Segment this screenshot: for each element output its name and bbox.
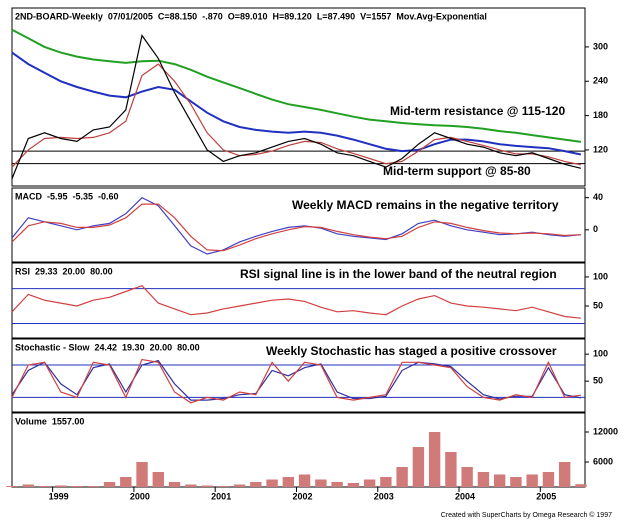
bar	[526, 474, 538, 487]
legend-entry: 07/01/2005	[108, 11, 153, 21]
y-tick-label: 50	[593, 376, 603, 386]
legend-entry: L=87.490	[317, 11, 355, 21]
y-tick-label: 240	[593, 76, 608, 86]
panel-frame	[11, 7, 586, 187]
legend-entry: 80.00	[90, 266, 113, 276]
bar	[120, 477, 132, 487]
bar	[298, 474, 311, 487]
bar	[282, 477, 295, 487]
legend-entry: Mov.Avg-Exponential	[396, 11, 487, 21]
bar	[201, 485, 213, 487]
bar	[380, 477, 392, 487]
legend-entry: 19.30	[122, 342, 145, 352]
bar	[217, 486, 230, 487]
bar	[315, 479, 327, 487]
bar	[331, 482, 343, 487]
legend-entry: Volume	[15, 416, 47, 426]
x-tick-label: 2002	[292, 491, 312, 501]
bar	[477, 472, 490, 487]
series-line	[11, 34, 582, 179]
annotation: Mid-term resistance @ 115-120	[390, 104, 565, 118]
y-tick-label: 180	[593, 110, 608, 120]
y-tick-label: 12000	[593, 426, 618, 436]
annotation: Mid-term support @ 85-80	[383, 164, 531, 178]
bar	[87, 486, 99, 487]
series-line	[11, 203, 581, 252]
legend-entry: V=1557	[360, 11, 391, 21]
y-tick-label: 6000	[593, 456, 613, 466]
y-tick-label: 100	[593, 349, 608, 359]
annotation: RSI signal line is in the lower band of …	[240, 267, 557, 281]
y-tick-label: 120	[593, 144, 608, 154]
bar	[347, 483, 360, 487]
bar	[136, 462, 148, 487]
footer: Created with SuperCharts by Omega Resear…	[441, 511, 612, 519]
bar	[445, 452, 457, 487]
series-line	[11, 358, 581, 404]
legend-entry: -.870	[202, 11, 223, 21]
bar	[510, 477, 522, 487]
annotation: Weekly Stochastic has staged a positive …	[266, 344, 557, 358]
legend-entry: 24.42	[95, 342, 118, 352]
bar	[103, 482, 116, 487]
y-tick-label: 100	[593, 271, 608, 281]
bar	[185, 484, 197, 487]
legend-entry: 29.33	[35, 266, 58, 276]
y-tick-label: 0	[593, 224, 598, 234]
y-tick-label: 300	[593, 41, 608, 51]
bar	[6, 486, 18, 487]
bar	[71, 486, 83, 487]
legend-entry: 80.00	[177, 342, 200, 352]
x-tick-label: 2003	[374, 491, 394, 501]
panel-frame	[11, 338, 586, 413]
series-line	[11, 285, 581, 319]
series-line	[11, 63, 582, 168]
series-line	[11, 196, 581, 255]
panel-frame	[11, 187, 586, 263]
legend-entry: O=89.010	[228, 11, 268, 21]
y-tick-label: 40	[593, 192, 603, 202]
x-tick-label: 1999	[49, 491, 69, 501]
bar	[152, 472, 164, 487]
x-tick-label: 2001	[211, 491, 231, 501]
legend-entry: -5.35	[73, 191, 94, 201]
bar	[493, 474, 506, 487]
annotation: Weekly MACD remains in the negative terr…	[292, 198, 559, 212]
bar	[168, 482, 181, 487]
bar	[233, 484, 246, 487]
x-tick-label: 2000	[130, 491, 150, 501]
bar	[266, 479, 278, 487]
legend-entry: -0.60	[98, 191, 119, 201]
bar	[363, 479, 376, 487]
legend-entry: 20.00	[150, 342, 173, 352]
legend-entry: MACD	[15, 191, 42, 201]
bar	[38, 486, 51, 487]
bar	[461, 467, 473, 487]
x-tick-label: 2005	[536, 491, 556, 501]
legend-entry: Stochastic - Slow	[15, 342, 91, 352]
bar	[412, 447, 425, 487]
legend-entry: RSI	[15, 266, 30, 276]
bar	[250, 482, 262, 487]
panel-frame	[11, 262, 586, 339]
x-tick-label: 2004	[455, 491, 475, 501]
legend-entry: -5.95	[47, 191, 68, 201]
bar	[542, 472, 555, 487]
series-line	[11, 51, 582, 156]
legend-entry: 20.00	[63, 266, 86, 276]
y-tick-label: 50	[593, 300, 603, 310]
bar	[55, 485, 67, 487]
bar	[396, 467, 408, 487]
legend-entry: C=88.150	[158, 11, 197, 21]
bar	[558, 462, 571, 487]
panel-frame	[11, 412, 586, 488]
bar	[22, 484, 34, 487]
legend-entry: H=89.120	[273, 11, 312, 21]
series-line	[11, 28, 582, 143]
legend-entry: 1557.00	[52, 416, 85, 426]
bar	[575, 484, 587, 487]
bar	[428, 432, 441, 487]
legend-entry: 2ND-BOARD-Weekly	[15, 11, 103, 21]
